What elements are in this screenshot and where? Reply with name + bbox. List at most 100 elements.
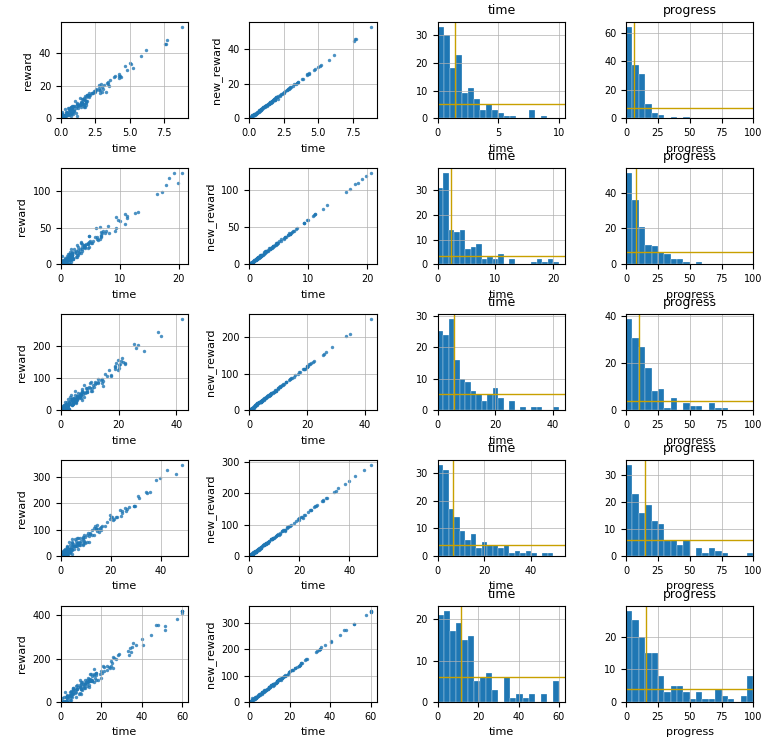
Point (63, 396, 75, 408)
Point (266, 387, 278, 399)
Point (66, 543, 78, 555)
Bar (537, 407, 543, 410)
Point (244, 111, 256, 123)
Bar (450, 632, 456, 702)
Point (69, 533, 81, 545)
Point (56, 696, 68, 708)
Point (247, 256, 259, 267)
Point (320, 493, 332, 504)
Point (259, 392, 271, 404)
Point (254, 542, 266, 554)
Point (248, 692, 260, 704)
Point (257, 686, 269, 698)
Point (244, 403, 256, 415)
Point (67, 393, 79, 405)
Point (57, 256, 69, 267)
Point (254, 396, 266, 408)
Point (254, 542, 266, 554)
Point (62, 549, 75, 561)
Point (247, 256, 259, 267)
Point (254, 250, 266, 262)
Point (83, 681, 95, 693)
Point (84, 377, 96, 389)
Point (67, 100, 79, 112)
Point (251, 398, 263, 409)
Point (256, 101, 269, 113)
Point (56, 259, 68, 270)
Point (266, 241, 278, 253)
Point (91, 669, 103, 681)
Point (275, 672, 287, 684)
Point (244, 111, 256, 123)
Point (279, 670, 291, 682)
Point (176, 607, 188, 619)
Point (274, 90, 286, 102)
Bar (480, 677, 486, 702)
Point (279, 86, 291, 98)
X-axis label: time: time (301, 582, 326, 591)
Point (317, 348, 329, 360)
Point (56, 404, 68, 416)
Point (62, 540, 74, 552)
Point (295, 511, 307, 523)
Bar (517, 694, 523, 702)
Point (260, 392, 272, 403)
Point (248, 108, 260, 120)
Point (119, 208, 131, 220)
Bar (543, 554, 548, 557)
Point (282, 230, 294, 241)
Point (275, 88, 288, 100)
Point (69, 385, 81, 397)
Point (253, 105, 266, 117)
Point (261, 391, 273, 403)
Bar (553, 262, 559, 265)
Point (130, 640, 142, 652)
Point (67, 541, 79, 553)
Point (94, 522, 106, 534)
Point (69, 395, 81, 407)
Bar (529, 694, 535, 702)
Point (72, 387, 84, 399)
Point (80, 383, 92, 395)
Point (67, 684, 79, 696)
Point (176, 605, 188, 617)
Point (349, 470, 361, 481)
Bar (708, 699, 715, 702)
Point (141, 487, 153, 499)
Point (348, 617, 360, 629)
Point (77, 538, 89, 550)
Point (70, 393, 82, 405)
Point (269, 94, 281, 106)
Point (320, 199, 333, 211)
Point (81, 386, 94, 398)
Point (99, 520, 111, 532)
Point (72, 532, 84, 544)
Point (247, 255, 260, 267)
Point (284, 82, 296, 94)
Point (258, 393, 270, 405)
Point (263, 681, 275, 693)
Point (65, 393, 77, 405)
Title: time: time (487, 442, 515, 455)
Point (282, 229, 295, 241)
Point (56, 256, 68, 267)
Point (88, 529, 100, 541)
Point (250, 545, 262, 557)
Point (318, 348, 330, 360)
Point (101, 369, 113, 381)
Point (274, 673, 286, 685)
Point (107, 513, 119, 525)
Point (249, 109, 261, 121)
Point (74, 674, 86, 686)
Point (56, 551, 68, 562)
Point (260, 245, 272, 257)
Point (63, 545, 75, 557)
Point (249, 692, 261, 704)
Point (59, 403, 72, 415)
Point (72, 241, 84, 253)
Point (283, 82, 295, 94)
Point (76, 676, 88, 688)
Bar (465, 250, 471, 265)
Point (56, 110, 68, 122)
Point (254, 396, 266, 408)
